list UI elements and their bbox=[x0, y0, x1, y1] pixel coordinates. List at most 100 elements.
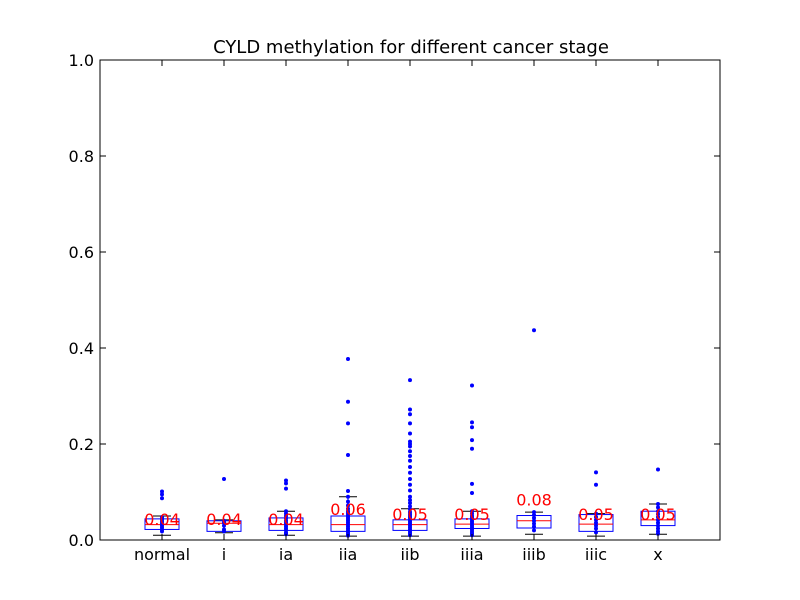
data-point bbox=[656, 517, 660, 522]
data-point bbox=[346, 399, 350, 404]
data-point bbox=[346, 489, 350, 494]
data-point bbox=[656, 505, 660, 510]
data-point bbox=[532, 521, 536, 526]
data-point bbox=[160, 492, 164, 497]
data-point bbox=[656, 531, 660, 536]
data-point bbox=[222, 477, 226, 482]
data-point bbox=[470, 446, 474, 451]
x-tick-label-iiic: iiic bbox=[585, 545, 607, 564]
data-point bbox=[470, 490, 474, 495]
data-point bbox=[594, 514, 598, 519]
x-tick-label-iiib: iiib bbox=[522, 545, 546, 564]
data-point bbox=[408, 477, 412, 482]
box-group-i: 0.04 bbox=[206, 477, 242, 534]
data-point bbox=[594, 526, 598, 531]
x-tick-label-iiia: iiia bbox=[460, 545, 483, 564]
data-point bbox=[408, 494, 412, 499]
data-point bbox=[656, 526, 660, 531]
chart-title: CYLD methylation for different cancer st… bbox=[213, 37, 609, 58]
x-tick-label-normal: normal bbox=[134, 545, 190, 564]
data-point bbox=[160, 529, 164, 534]
data-point bbox=[532, 515, 536, 520]
data-point bbox=[346, 494, 350, 499]
data-point bbox=[222, 523, 226, 528]
data-point bbox=[594, 482, 598, 487]
box-group-ia: 0.04 bbox=[268, 478, 304, 537]
data-point bbox=[160, 496, 164, 501]
y-tick-label: 0.8 bbox=[69, 147, 94, 166]
x-tick-label-ia: ia bbox=[279, 545, 293, 564]
data-label-ia: 0.04 bbox=[268, 510, 304, 529]
data-point bbox=[346, 503, 350, 508]
data-point bbox=[408, 504, 412, 509]
data-point bbox=[594, 517, 598, 522]
data-point bbox=[408, 458, 412, 463]
box-group-iiia: 0.05 bbox=[454, 383, 490, 538]
box-group-iib: 0.05 bbox=[392, 378, 428, 538]
data-point bbox=[284, 481, 288, 486]
data-point bbox=[594, 470, 598, 475]
box-group-normal: 0.04 bbox=[144, 489, 180, 536]
data-point bbox=[160, 489, 164, 494]
box-group-iiic: 0.05 bbox=[578, 470, 614, 537]
data-point bbox=[532, 328, 536, 333]
y-tick-label: 1.0 bbox=[69, 51, 94, 70]
data-point bbox=[346, 357, 350, 362]
data-point bbox=[408, 421, 412, 426]
data-point bbox=[594, 530, 598, 535]
data-point bbox=[408, 470, 412, 475]
data-point bbox=[470, 425, 474, 430]
box-group-iiib: 0.08 bbox=[516, 328, 552, 535]
data-point bbox=[470, 383, 474, 388]
data-label-x: 0.05 bbox=[640, 505, 676, 524]
y-tick-label: 0.2 bbox=[69, 435, 94, 454]
y-tick-label: 0.4 bbox=[69, 339, 94, 358]
data-point bbox=[656, 523, 660, 528]
data-point bbox=[408, 412, 412, 417]
data-point bbox=[594, 520, 598, 525]
x-tick-label-x: x bbox=[653, 545, 662, 564]
data-point bbox=[408, 431, 412, 436]
data-point bbox=[532, 518, 536, 523]
x-tick-label-iib: iib bbox=[400, 545, 419, 564]
data-point bbox=[656, 509, 660, 514]
data-point bbox=[222, 529, 226, 534]
data-point bbox=[532, 524, 536, 529]
data-point bbox=[408, 444, 412, 449]
data-label-iiic: 0.05 bbox=[578, 505, 614, 524]
data-point bbox=[284, 486, 288, 491]
data-point bbox=[656, 502, 660, 506]
data-point bbox=[532, 528, 536, 533]
data-point bbox=[346, 421, 350, 426]
data-point bbox=[408, 407, 412, 412]
data-point bbox=[532, 510, 536, 515]
data-point bbox=[408, 501, 412, 506]
x-tick-label-iia: iia bbox=[339, 545, 358, 564]
data-point bbox=[408, 454, 412, 458]
data-point bbox=[346, 499, 350, 504]
data-point bbox=[408, 488, 412, 493]
data-label-iiia: 0.05 bbox=[454, 505, 490, 524]
box-group-x: 0.05 bbox=[640, 467, 676, 536]
data-label-iib: 0.05 bbox=[392, 505, 428, 524]
data-point bbox=[470, 438, 474, 443]
data-label-iia: 0.06 bbox=[330, 500, 366, 519]
data-point bbox=[470, 420, 474, 425]
data-point bbox=[408, 507, 412, 512]
data-point bbox=[408, 482, 412, 487]
data-point bbox=[594, 523, 598, 528]
data-label-normal: 0.04 bbox=[144, 510, 180, 529]
data-point bbox=[408, 449, 412, 454]
data-point bbox=[594, 511, 598, 516]
data-point bbox=[408, 378, 412, 383]
data-point bbox=[656, 512, 660, 517]
data-point bbox=[284, 478, 288, 483]
data-point bbox=[408, 498, 412, 503]
data-point bbox=[656, 514, 660, 519]
x-tick-label-i: i bbox=[222, 545, 226, 564]
data-label-i: 0.04 bbox=[206, 510, 242, 529]
data-point bbox=[532, 513, 536, 518]
data-point bbox=[222, 520, 226, 525]
